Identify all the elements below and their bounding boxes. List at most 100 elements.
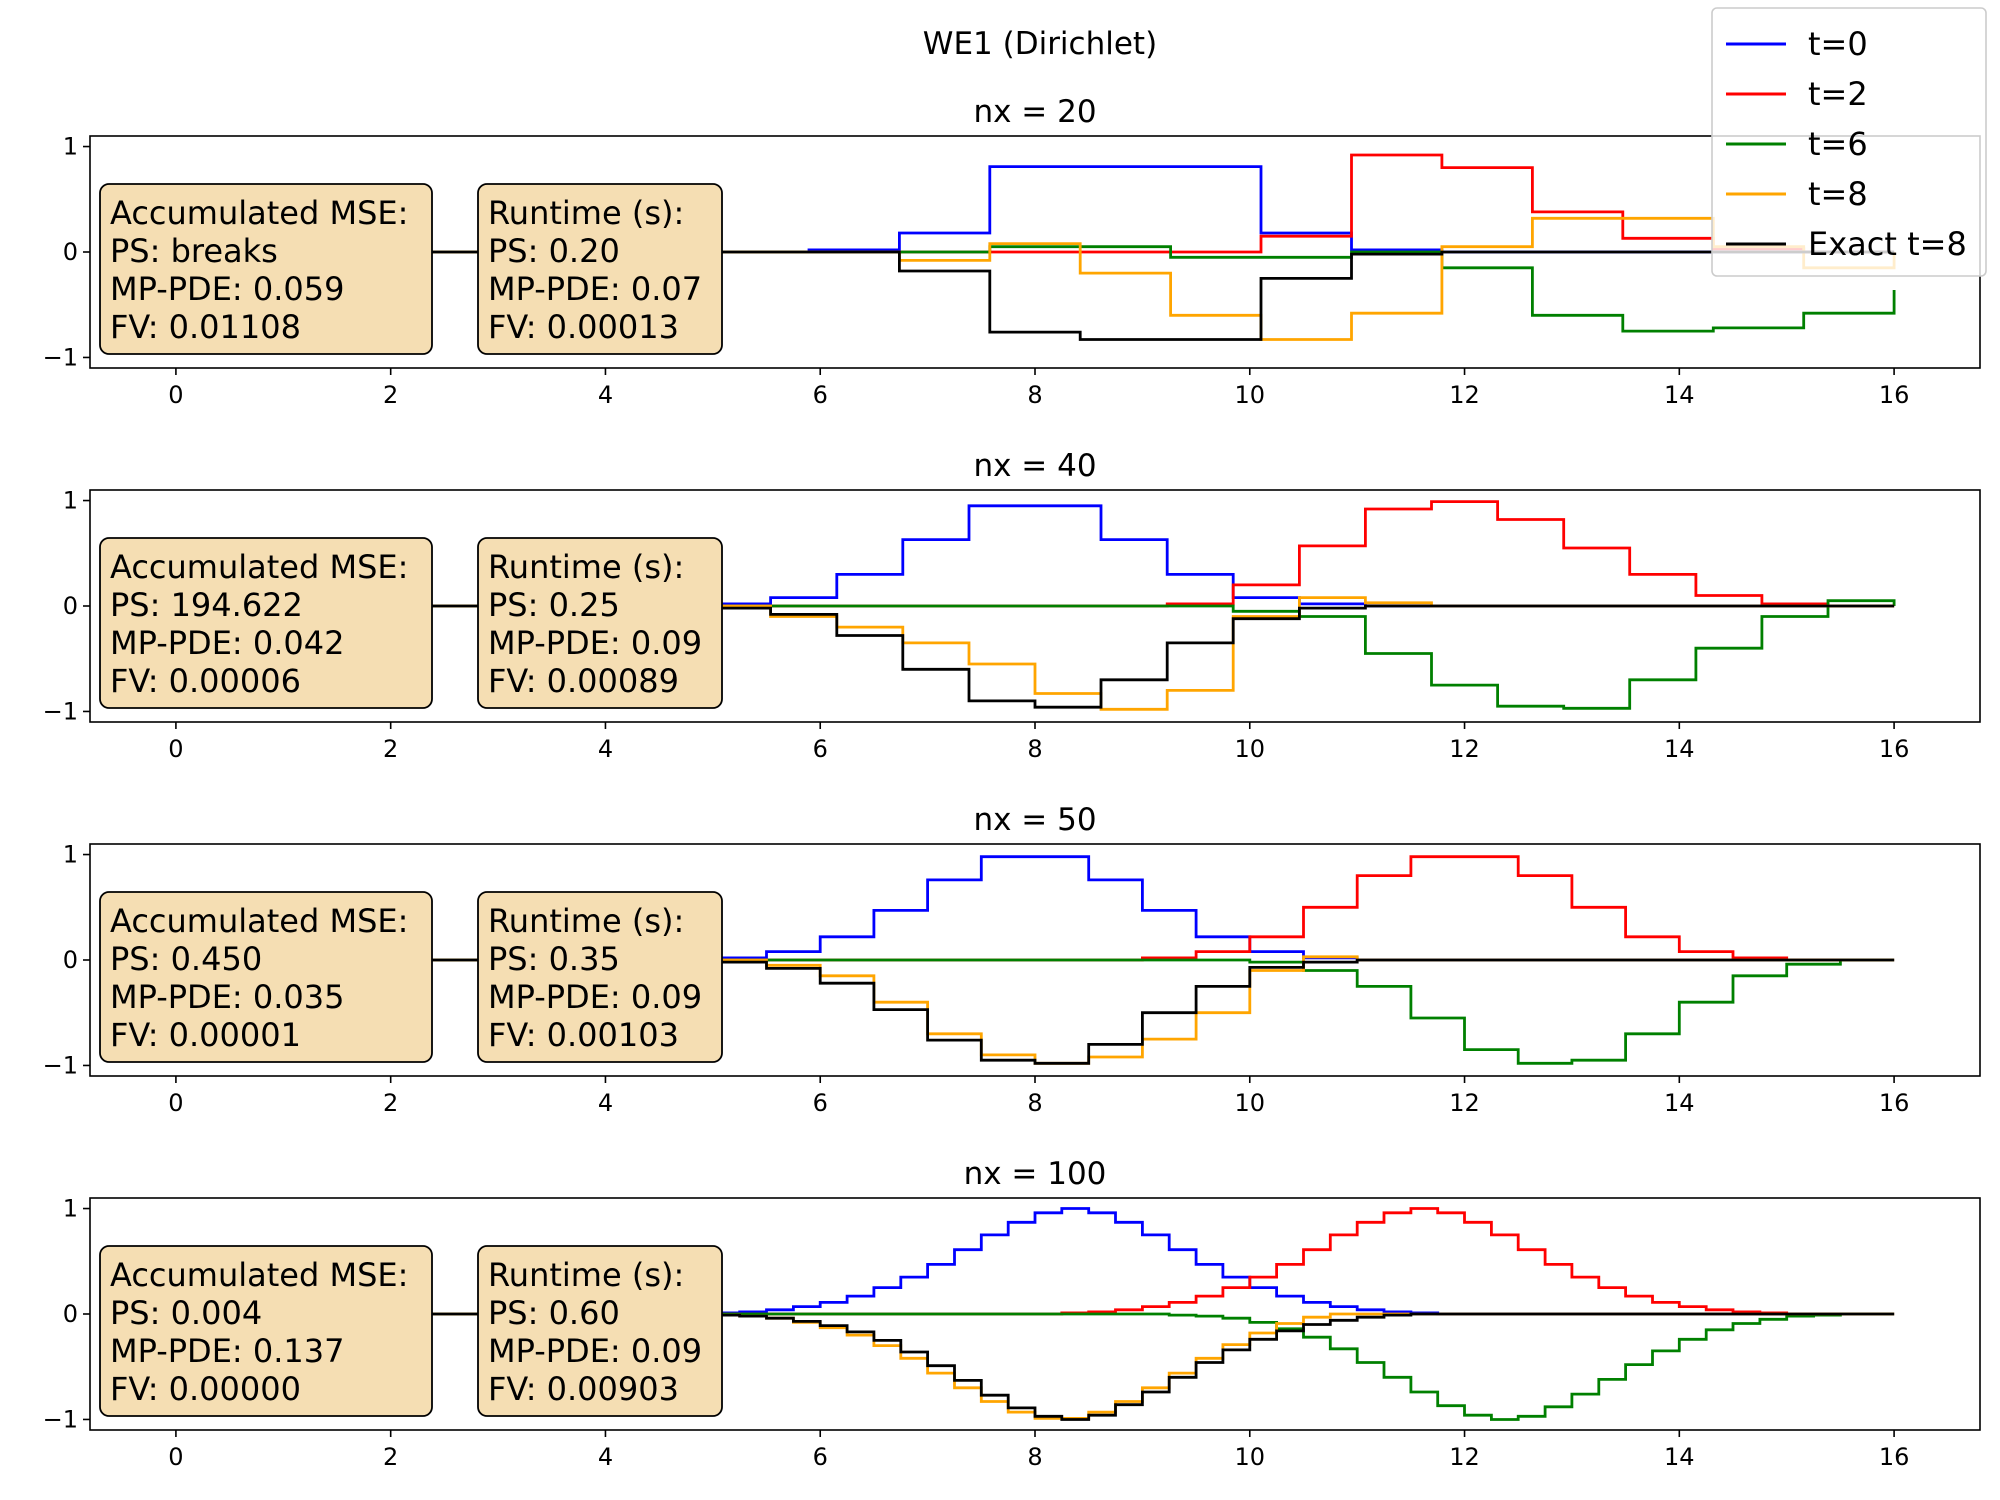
x-tick-label: 0 (168, 381, 183, 409)
runtime-annotation-box-line: FV: 0.00013 (488, 308, 679, 346)
x-tick-label: 6 (813, 1443, 828, 1471)
series-line-t-6 (175, 245, 1896, 333)
legend-entry: t=2 (1726, 75, 1868, 113)
x-tick-label: 8 (1027, 1443, 1042, 1471)
series-line-t-8 (175, 1312, 1895, 1420)
runtime-annotation-box-line: MP-PDE: 0.09 (488, 1332, 702, 1370)
x-tick-label: 12 (1449, 1089, 1480, 1117)
legend-label: Exact t=8 (1808, 225, 1967, 263)
x-tick-label: 10 (1234, 735, 1265, 763)
mse-annotation-box-line: PS: 194.622 (110, 586, 303, 624)
y-tick-label: 0 (63, 238, 78, 266)
x-tick-label: 2 (383, 381, 398, 409)
x-tick-label: 6 (813, 1089, 828, 1117)
x-tick-label: 4 (598, 735, 613, 763)
legend-label: t=2 (1808, 75, 1868, 113)
mse-annotation-box-line: MP-PDE: 0.035 (110, 978, 344, 1016)
runtime-annotation-box-line: PS: 0.35 (488, 940, 620, 978)
runtime-annotation-box-background (477, 1245, 723, 1417)
series-line-t-2 (175, 1207, 1895, 1316)
x-tick-label: 10 (1234, 1443, 1265, 1471)
runtime-annotation-box-line: PS: 0.60 (488, 1294, 620, 1332)
legend-label: t=0 (1808, 25, 1868, 63)
series-group (175, 1207, 1895, 1421)
legend-entry: t=0 (1726, 25, 1868, 63)
subplot-title: nx = 100 (964, 1156, 1107, 1192)
x-tick-label: 14 (1664, 1089, 1695, 1117)
y-tick-label: 1 (63, 841, 78, 869)
x-tick-label: 16 (1879, 1443, 1910, 1471)
x-tick-label: 10 (1234, 1089, 1265, 1117)
y-tick-label: 1 (63, 487, 78, 515)
series-line-t-0 (175, 1207, 1895, 1316)
series-group (175, 855, 1895, 1065)
series-line-exact-t-8 (175, 958, 1895, 1065)
x-tick-label: 4 (598, 1443, 613, 1471)
subplot-3: nx = 50 0 2 4 6 8 10 12 14 16 −1 0 1 Accumulated MSE:… (43, 802, 1981, 1117)
subplot-2: nx = 40 0 2 4 6 8 10 12 14 16 −1 0 1 Accumulated MSE:… (43, 448, 1981, 763)
x-tick-label: 14 (1664, 735, 1695, 763)
mse-annotation-box-line: Accumulated MSE: (110, 902, 408, 940)
y-tick-label: −1 (43, 1405, 78, 1433)
x-tick-label: 0 (168, 735, 183, 763)
subplot-title: nx = 50 (973, 802, 1096, 838)
y-tick-label: −1 (43, 697, 78, 725)
mse-annotation-box-line: FV: 0.01108 (110, 308, 301, 346)
mse-annotation-box-line: FV: 0.00001 (110, 1016, 301, 1054)
runtime-annotation-box-line: MP-PDE: 0.09 (488, 624, 702, 662)
series-line-t-8 (175, 596, 1895, 711)
x-tick-label: 12 (1449, 381, 1480, 409)
x-tick-label: 6 (813, 735, 828, 763)
x-tick-label: 6 (813, 381, 828, 409)
x-tick-label: 4 (598, 1089, 613, 1117)
series-line-t-0 (175, 504, 1895, 608)
x-tick-label: 4 (598, 381, 613, 409)
series-line-t-2 (175, 153, 1895, 254)
x-tick-label: 0 (168, 1443, 183, 1471)
mse-annotation-box-line: MP-PDE: 0.059 (110, 270, 344, 308)
y-tick-label: −1 (43, 343, 78, 371)
runtime-annotation-box-line: FV: 0.00103 (488, 1016, 679, 1054)
series-line-exact-t-8 (175, 1312, 1895, 1421)
x-tick-label: 8 (1027, 381, 1042, 409)
legend-entry: t=6 (1726, 125, 1868, 163)
mse-annotation-box-line: Accumulated MSE: (110, 1256, 408, 1294)
x-tick-label: 0 (168, 1089, 183, 1117)
runtime-annotation-box-background (477, 891, 723, 1063)
mse-annotation-box-line: MP-PDE: 0.137 (110, 1332, 344, 1370)
runtime-annotation-box-background (477, 537, 723, 709)
mse-annotation-box-background (99, 183, 433, 355)
figure-suptitle: WE1 (Dirichlet) (923, 26, 1157, 62)
series-line-t-8 (175, 216, 1896, 341)
runtime-annotation-box-background (477, 183, 723, 355)
mse-annotation-box-line: PS: breaks (110, 232, 278, 270)
y-tick-label: 0 (63, 592, 78, 620)
runtime-annotation-box-line: PS: 0.25 (488, 586, 620, 624)
x-tick-label: 2 (383, 1443, 398, 1471)
mse-annotation-box-line: FV: 0.00006 (110, 662, 301, 700)
legend: t=0 t=2 t=6 t=8 Exact t=8 (1711, 7, 1987, 277)
series-group (175, 500, 1896, 711)
x-tick-label: 2 (383, 735, 398, 763)
mse-annotation-box-background (99, 891, 433, 1063)
runtime-annotation-box-line: PS: 0.20 (488, 232, 620, 270)
subplot-4: nx = 100 0 2 4 6 8 10 12 14 16 −1 0 1 Accumulated MSE… (43, 1156, 1981, 1471)
mse-annotation-box-line: PS: 0.004 (110, 1294, 262, 1332)
legend-label: t=6 (1808, 125, 1868, 163)
x-tick-label: 14 (1664, 1443, 1695, 1471)
runtime-annotation-box-line: MP-PDE: 0.07 (488, 270, 702, 308)
x-tick-label: 2 (383, 1089, 398, 1117)
x-tick-label: 10 (1234, 381, 1265, 409)
series-line-t-6 (175, 958, 1895, 1065)
series-line-t-0 (175, 855, 1895, 962)
